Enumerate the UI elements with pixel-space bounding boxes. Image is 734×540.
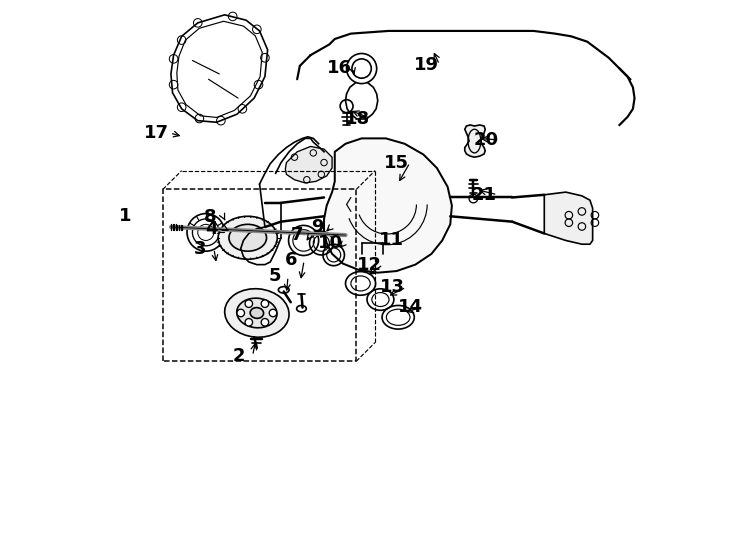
Circle shape <box>261 319 269 326</box>
Text: 2: 2 <box>233 347 245 365</box>
Ellipse shape <box>225 289 289 337</box>
Circle shape <box>261 300 269 307</box>
Polygon shape <box>465 125 485 157</box>
Text: 9: 9 <box>311 218 324 236</box>
Text: 14: 14 <box>398 298 423 315</box>
Text: 13: 13 <box>380 278 405 296</box>
Text: 11: 11 <box>379 232 404 249</box>
Polygon shape <box>324 138 452 273</box>
Text: 19: 19 <box>413 56 439 74</box>
Circle shape <box>237 309 244 317</box>
Text: 17: 17 <box>144 124 169 142</box>
Text: 8: 8 <box>204 208 217 226</box>
Text: 20: 20 <box>473 131 499 149</box>
Ellipse shape <box>218 217 277 259</box>
Text: 4: 4 <box>205 220 217 238</box>
Text: 5: 5 <box>269 267 281 286</box>
Text: 12: 12 <box>357 255 382 274</box>
Text: 7: 7 <box>291 226 303 244</box>
Text: 1: 1 <box>119 207 131 225</box>
Text: 18: 18 <box>345 110 370 127</box>
Circle shape <box>269 309 277 317</box>
Text: 3: 3 <box>195 240 207 258</box>
Polygon shape <box>286 146 332 183</box>
Circle shape <box>245 300 252 307</box>
Polygon shape <box>545 192 592 244</box>
Text: 21: 21 <box>472 186 497 204</box>
Text: 6: 6 <box>285 251 297 269</box>
Ellipse shape <box>250 308 264 319</box>
Circle shape <box>245 319 252 326</box>
Ellipse shape <box>237 298 277 328</box>
Text: 10: 10 <box>318 234 343 252</box>
Text: 16: 16 <box>327 59 352 77</box>
Text: 15: 15 <box>384 153 409 172</box>
Ellipse shape <box>229 224 266 251</box>
